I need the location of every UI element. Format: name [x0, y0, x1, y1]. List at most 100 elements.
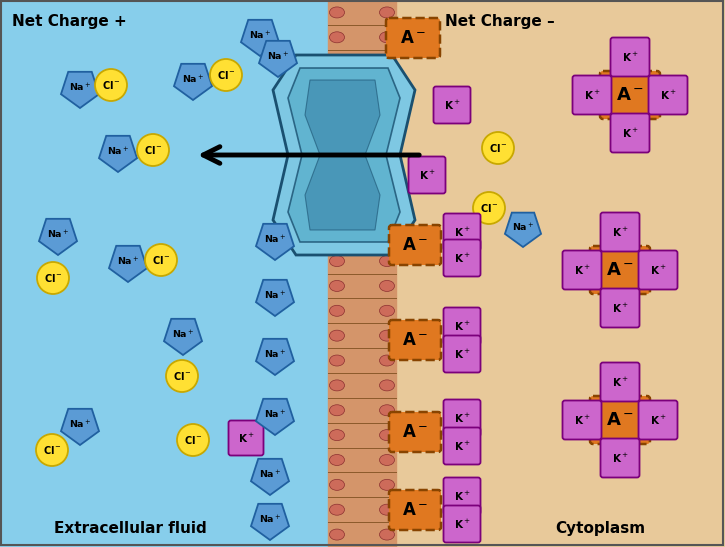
FancyBboxPatch shape: [228, 421, 263, 456]
FancyBboxPatch shape: [639, 251, 677, 289]
Ellipse shape: [379, 455, 394, 465]
Text: Na$^+$: Na$^+$: [264, 349, 286, 361]
Text: Na$^+$: Na$^+$: [69, 82, 91, 94]
Text: Na$^+$: Na$^+$: [259, 514, 281, 526]
Ellipse shape: [379, 255, 394, 266]
FancyBboxPatch shape: [444, 213, 481, 251]
Ellipse shape: [329, 206, 344, 217]
Ellipse shape: [379, 131, 394, 142]
Text: K$^+$: K$^+$: [454, 517, 471, 531]
Circle shape: [210, 59, 242, 91]
Ellipse shape: [379, 380, 394, 391]
Text: A$^-$: A$^-$: [402, 423, 428, 441]
Ellipse shape: [329, 181, 344, 192]
Text: K$^+$: K$^+$: [454, 347, 471, 360]
FancyBboxPatch shape: [444, 478, 481, 515]
Text: Cl$^-$: Cl$^-$: [102, 79, 120, 91]
Polygon shape: [256, 339, 294, 375]
FancyBboxPatch shape: [389, 225, 441, 265]
Ellipse shape: [379, 281, 394, 292]
Text: Na$^+$: Na$^+$: [46, 229, 70, 241]
Polygon shape: [241, 20, 279, 56]
Ellipse shape: [329, 57, 344, 68]
Ellipse shape: [379, 529, 394, 540]
Text: A$^-$: A$^-$: [616, 86, 644, 104]
FancyBboxPatch shape: [386, 18, 440, 58]
Circle shape: [95, 69, 127, 101]
Text: K$^+$: K$^+$: [650, 264, 666, 277]
Text: Cl$^-$: Cl$^-$: [479, 202, 499, 214]
Text: A$^-$: A$^-$: [402, 501, 428, 519]
Text: A$^-$: A$^-$: [606, 261, 634, 279]
Ellipse shape: [329, 106, 344, 118]
Text: K$^+$: K$^+$: [573, 414, 590, 427]
Text: Na$^+$: Na$^+$: [249, 30, 271, 42]
Polygon shape: [273, 55, 415, 255]
FancyBboxPatch shape: [389, 412, 441, 452]
FancyBboxPatch shape: [563, 251, 602, 289]
FancyBboxPatch shape: [444, 307, 481, 345]
Ellipse shape: [329, 231, 344, 242]
Text: Cl$^-$: Cl$^-$: [43, 444, 62, 456]
Text: Cl$^-$: Cl$^-$: [489, 142, 508, 154]
Ellipse shape: [329, 504, 344, 515]
Ellipse shape: [329, 380, 344, 391]
Ellipse shape: [329, 32, 344, 43]
Polygon shape: [164, 319, 202, 355]
Ellipse shape: [379, 231, 394, 242]
Polygon shape: [256, 224, 294, 260]
Ellipse shape: [329, 479, 344, 490]
Text: K$^+$: K$^+$: [454, 225, 471, 238]
Text: K$^+$: K$^+$: [238, 432, 254, 445]
FancyBboxPatch shape: [563, 400, 602, 439]
Polygon shape: [61, 409, 99, 445]
Text: K$^+$: K$^+$: [454, 411, 471, 424]
Text: K$^+$: K$^+$: [454, 439, 471, 452]
Ellipse shape: [329, 281, 344, 292]
FancyBboxPatch shape: [590, 396, 650, 444]
Text: Cl$^-$: Cl$^-$: [152, 254, 170, 266]
Polygon shape: [61, 72, 99, 108]
FancyBboxPatch shape: [600, 212, 639, 252]
Text: Na$^+$: Na$^+$: [259, 469, 281, 481]
FancyBboxPatch shape: [600, 71, 660, 119]
Text: K$^+$: K$^+$: [612, 301, 629, 315]
Circle shape: [37, 262, 69, 294]
Text: K$^+$: K$^+$: [612, 375, 629, 388]
Polygon shape: [251, 504, 289, 540]
Text: A$^-$: A$^-$: [400, 29, 426, 47]
Ellipse shape: [329, 7, 344, 18]
FancyBboxPatch shape: [610, 113, 650, 153]
Circle shape: [482, 132, 514, 164]
FancyBboxPatch shape: [408, 156, 445, 194]
Ellipse shape: [379, 305, 394, 316]
Text: K$^+$: K$^+$: [660, 89, 676, 102]
Text: K$^+$: K$^+$: [454, 252, 471, 265]
FancyBboxPatch shape: [639, 400, 677, 439]
Ellipse shape: [379, 181, 394, 192]
Ellipse shape: [379, 429, 394, 441]
Text: Cl$^-$: Cl$^-$: [44, 272, 62, 284]
Ellipse shape: [329, 156, 344, 167]
Text: Na$^+$: Na$^+$: [512, 222, 534, 234]
Text: Extracellular fluid: Extracellular fluid: [54, 521, 207, 536]
Text: Na$^+$: Na$^+$: [264, 290, 286, 302]
Ellipse shape: [329, 455, 344, 465]
FancyBboxPatch shape: [573, 75, 611, 114]
FancyBboxPatch shape: [434, 86, 471, 124]
Text: K$^+$: K$^+$: [612, 451, 629, 464]
FancyBboxPatch shape: [444, 335, 481, 373]
Text: Na$^+$: Na$^+$: [182, 74, 204, 86]
Ellipse shape: [379, 405, 394, 416]
FancyBboxPatch shape: [600, 439, 639, 478]
Ellipse shape: [379, 32, 394, 43]
Polygon shape: [99, 136, 137, 172]
Text: Cl$^-$: Cl$^-$: [144, 144, 162, 156]
Text: Na$^+$: Na$^+$: [267, 51, 289, 63]
Polygon shape: [174, 64, 212, 100]
Text: K$^+$: K$^+$: [621, 50, 639, 63]
Polygon shape: [305, 80, 380, 230]
Text: Na$^+$: Na$^+$: [264, 409, 286, 421]
Ellipse shape: [379, 106, 394, 118]
Text: K$^+$: K$^+$: [650, 414, 666, 427]
